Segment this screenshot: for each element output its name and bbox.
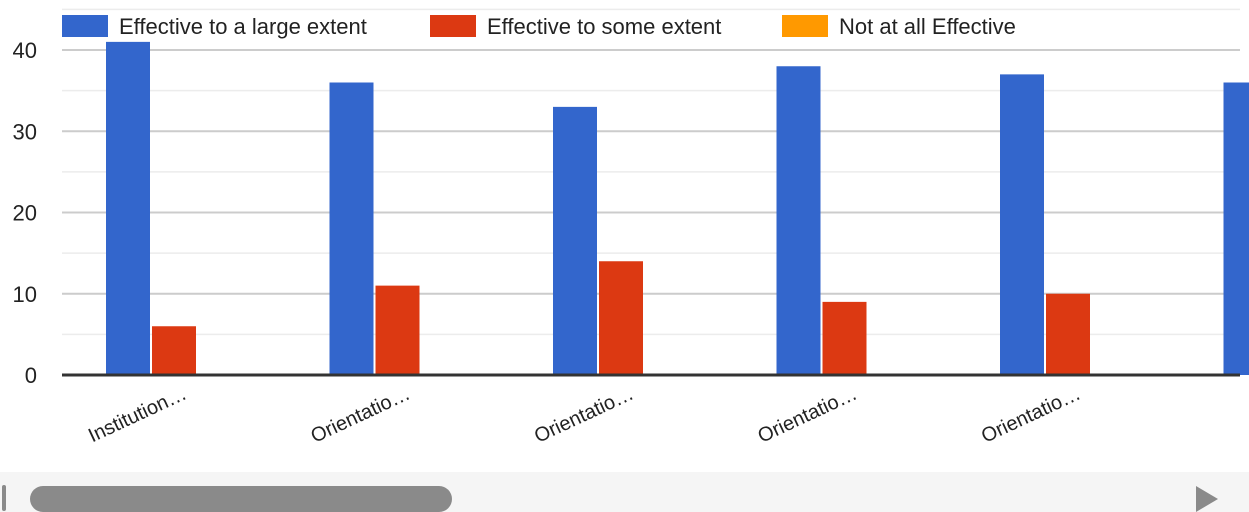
x-tick-label: Orientatio… <box>531 383 637 448</box>
triangle-right-icon[interactable] <box>1196 486 1218 512</box>
bar-large-extent[interactable] <box>1223 82 1249 376</box>
bar-some-extent[interactable] <box>599 261 643 375</box>
bar-some-extent[interactable] <box>1046 293 1090 375</box>
legend: Effective to a large extent Effective to … <box>62 14 1016 39</box>
x-tick-label: Institution… <box>85 383 190 448</box>
y-tick-label: 30 <box>13 119 37 144</box>
legend-swatch <box>430 15 476 37</box>
bars <box>106 41 1249 376</box>
x-axis-labels: Institution… Orientatio… Orientatio… Orient… <box>85 382 1249 447</box>
scrollbar-start-marker <box>2 485 6 511</box>
y-tick-label: 40 <box>13 38 37 63</box>
legend-label: Effective to some extent <box>487 14 721 39</box>
x-tick-label: Orientatio… <box>978 383 1084 448</box>
bar-large-extent[interactable] <box>329 82 374 376</box>
horizontal-scrollbar[interactable] <box>0 472 1249 512</box>
y-tick-label: 10 <box>13 282 37 307</box>
legend-swatch <box>782 15 828 37</box>
y-axis-ticks: 0 10 20 30 40 <box>13 38 37 388</box>
bar-large-extent[interactable] <box>106 41 150 375</box>
scrollbar-thumb[interactable] <box>30 486 452 512</box>
legend-swatch <box>62 15 108 37</box>
bar-some-extent[interactable] <box>375 285 420 375</box>
y-tick-label: 0 <box>25 363 37 388</box>
legend-label: Effective to a large extent <box>119 14 367 39</box>
y-tick-label: 20 <box>13 201 37 226</box>
bar-large-extent[interactable] <box>776 66 821 375</box>
bar-some-extent[interactable] <box>822 301 867 375</box>
x-tick-label: Orientatio… <box>755 383 861 448</box>
x-tick-label: Orientatio… <box>308 383 414 448</box>
bar-chart: 0 10 20 30 40 Institution… Orientatio… Orienta… <box>13 8 1249 448</box>
bar-large-extent[interactable] <box>1000 74 1044 375</box>
gridlines <box>62 8 1240 336</box>
bar-some-extent[interactable] <box>152 326 196 375</box>
bar-large-extent[interactable] <box>553 106 597 375</box>
legend-label: Not at all Effective <box>839 14 1016 39</box>
